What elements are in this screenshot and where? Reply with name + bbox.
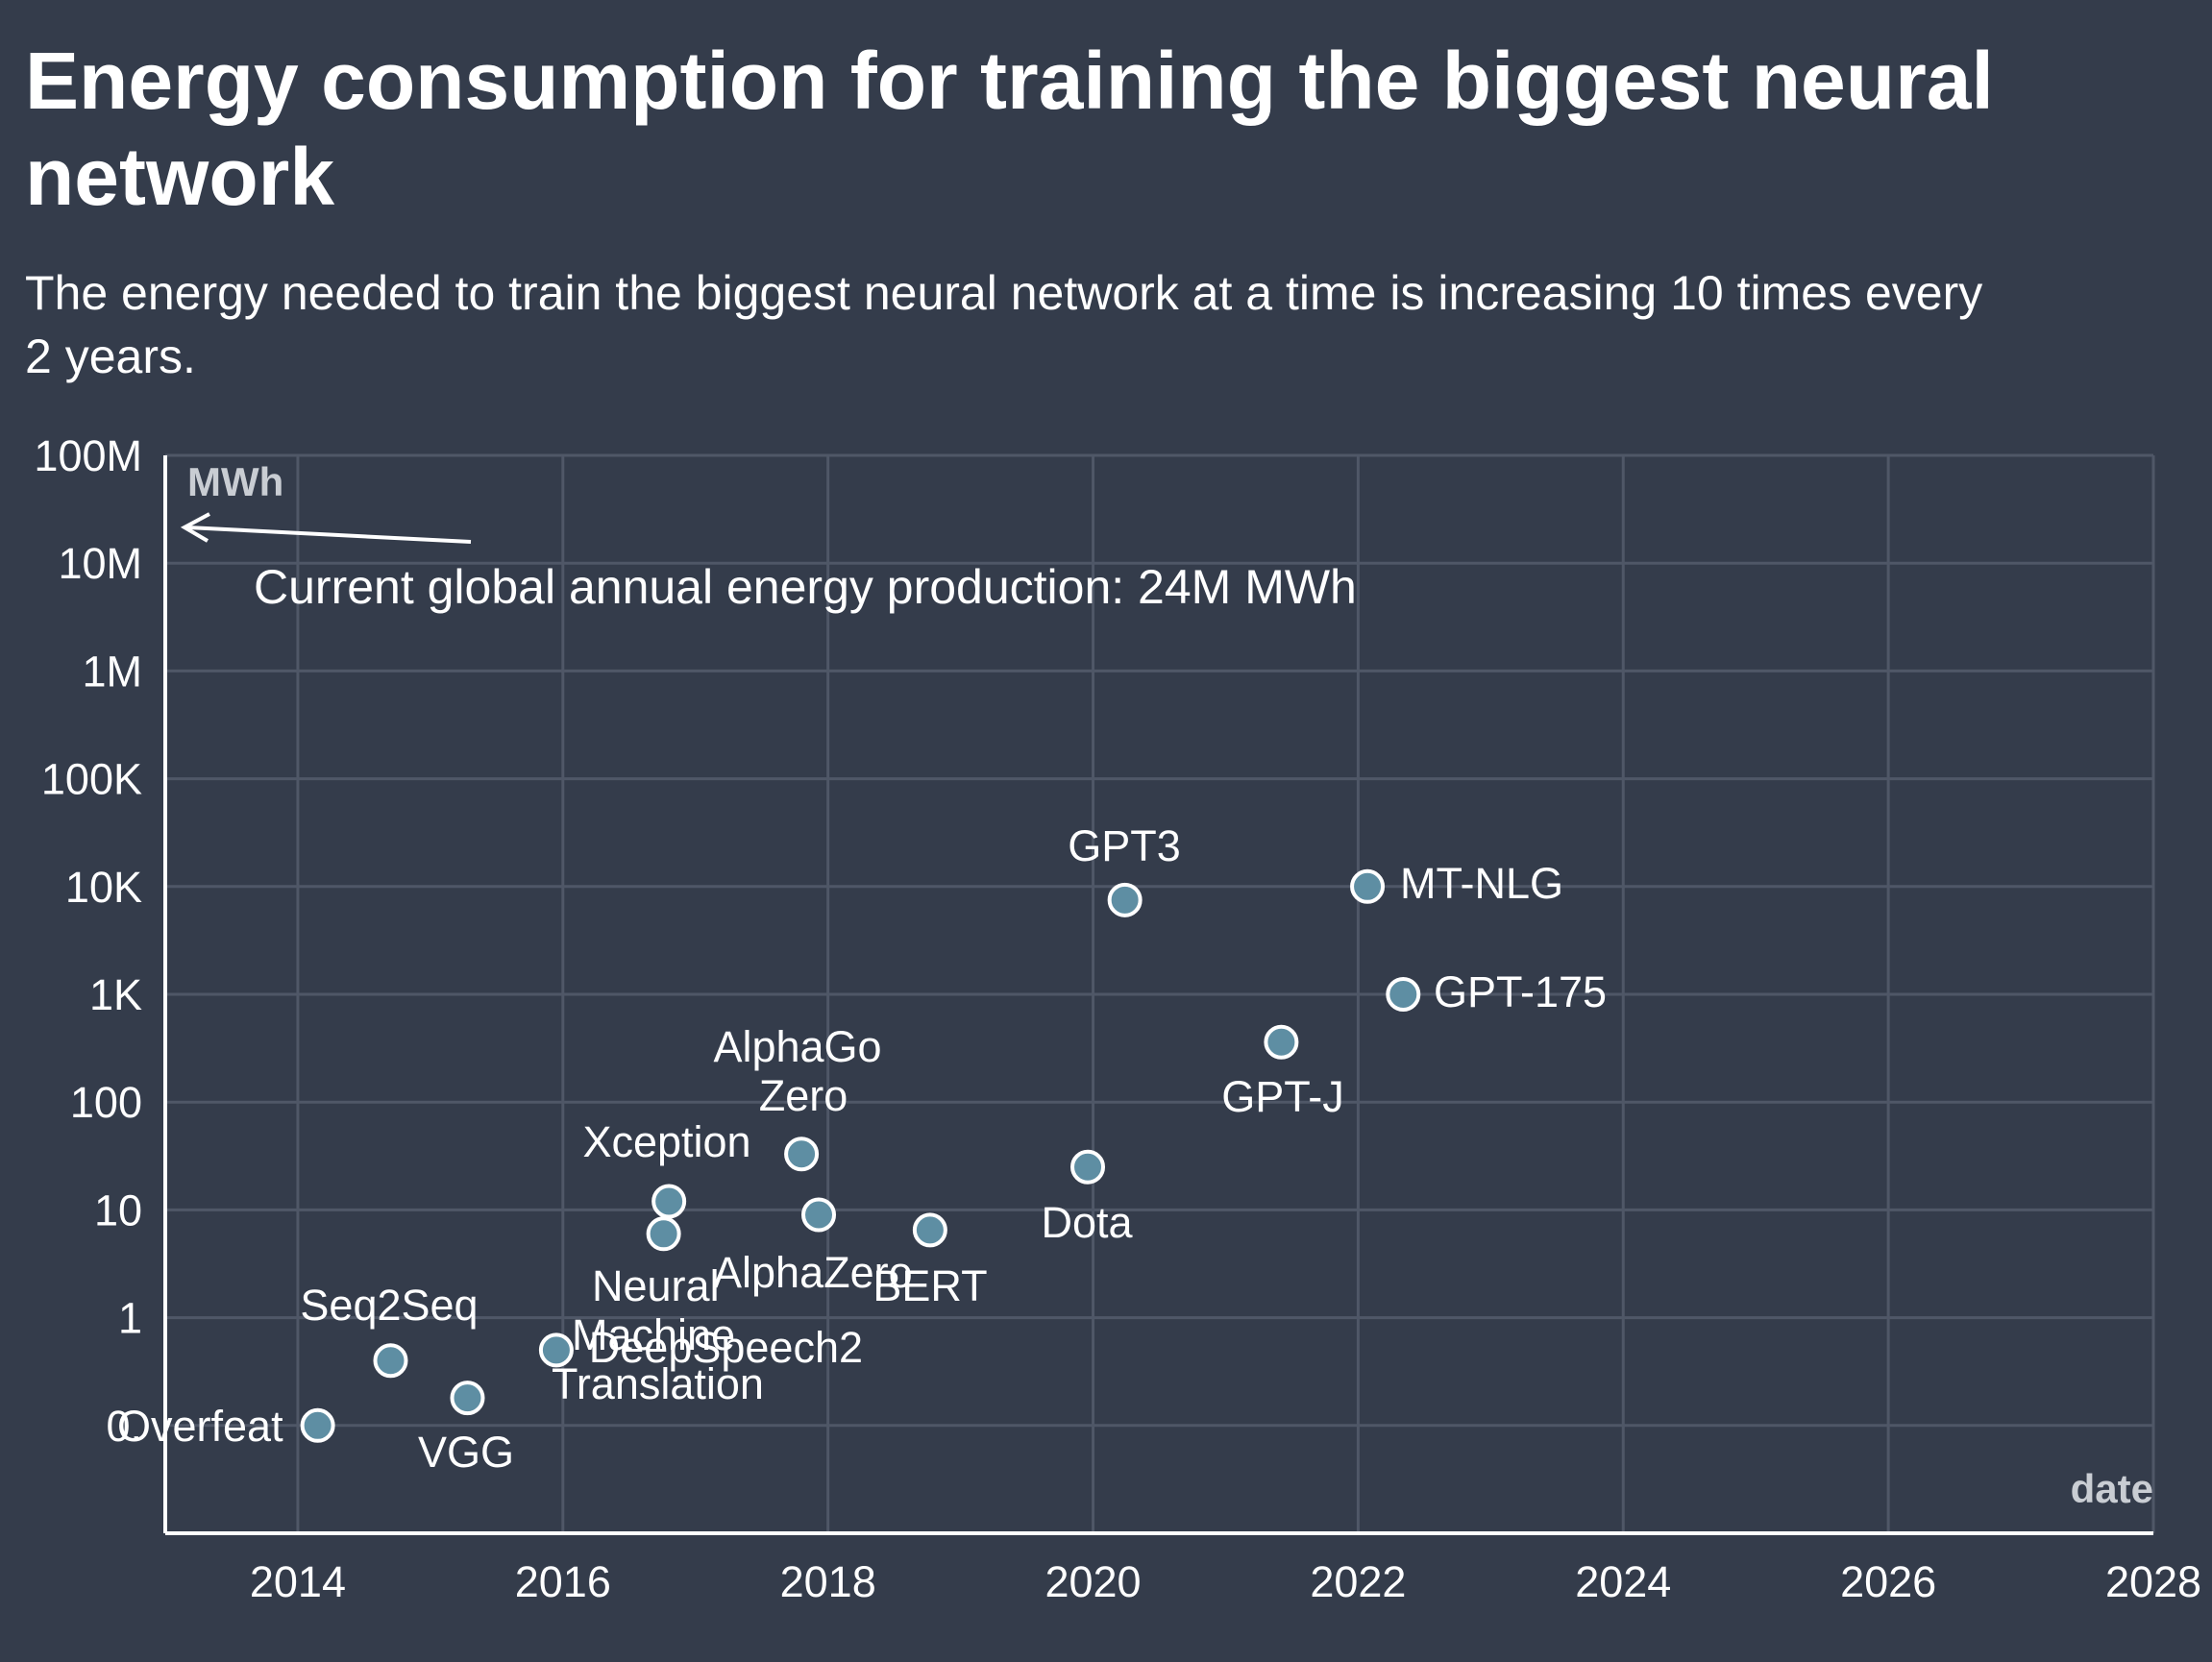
y-tick-label: 100M <box>34 431 142 480</box>
x-axis-title: date <box>2071 1466 2153 1511</box>
data-point <box>801 1197 837 1233</box>
chart-subtitle-line2: 2 years. <box>25 330 196 383</box>
point-label-nmt-line3: Translation <box>552 1359 764 1408</box>
data-point <box>373 1343 408 1379</box>
point-label-xception: Xception <box>582 1117 750 1166</box>
tick-labels: 0. 1 10 100 1K 10K 100K 1M 10M 100M 2014 2016 2018 20… <box>34 431 2201 1606</box>
point-label-alphago-line2: Zero <box>759 1071 848 1120</box>
data-point <box>646 1216 681 1252</box>
point-label-mtnlg: MT-NLG <box>1400 859 1563 908</box>
x-tick-label: 2016 <box>515 1557 611 1606</box>
point-labels: Overfeat Seq2Seq VGG DeepSpeech2 Xceptio… <box>117 821 1607 1477</box>
y-tick-label: 0. <box>106 1402 142 1451</box>
point-label-bert: BERT <box>873 1261 987 1310</box>
data-point <box>1070 1149 1106 1185</box>
point-label-nmt-line1: Neural <box>592 1261 720 1310</box>
y-axis-title: MWh <box>187 459 283 504</box>
point-label-alphago-line1: AlphaGo <box>713 1022 881 1071</box>
data-point <box>1350 868 1386 904</box>
chart-title-line2: network <box>25 132 334 222</box>
y-tick-label: 10M <box>58 539 142 588</box>
grid-lines <box>165 453 2155 1533</box>
x-tick-label: 2026 <box>1840 1557 1936 1606</box>
data-point <box>1264 1024 1299 1060</box>
x-tick-label: 2022 <box>1310 1557 1406 1606</box>
point-label-gpt175: GPT-175 <box>1434 967 1607 1016</box>
data-point <box>1107 882 1143 917</box>
annotation-arrow-line <box>186 525 472 544</box>
chart-title-line1: Energy consumption for training the bigg… <box>25 36 1994 126</box>
point-label-dota: Dota <box>1041 1198 1133 1247</box>
point-label-gptj: GPT-J <box>1221 1072 1344 1121</box>
point-label-overfeat: Overfeat <box>117 1402 283 1451</box>
y-tick-label: 100K <box>41 755 142 804</box>
point-label-alphazero: AlphaZero <box>713 1248 913 1297</box>
x-tick-label: 2014 <box>250 1557 346 1606</box>
point-label-seq2seq: Seq2Seq <box>300 1281 478 1330</box>
data-point <box>1386 977 1421 1012</box>
annotation-arrow-head <box>180 512 210 543</box>
y-tick-label: 1M <box>82 647 142 696</box>
y-tick-label: 1 <box>118 1294 142 1343</box>
data-point <box>651 1184 687 1219</box>
x-tick-label: 2018 <box>780 1557 876 1606</box>
y-tick-label: 100 <box>70 1078 142 1127</box>
y-tick-label: 1K <box>89 970 142 1019</box>
data-points <box>300 868 1421 1443</box>
point-label-gpt3: GPT3 <box>1068 821 1181 870</box>
point-label-deepspeech2: DeepSpeech2 <box>589 1323 863 1372</box>
x-tick-label: 2024 <box>1575 1557 1671 1606</box>
data-point <box>538 1332 574 1368</box>
point-label-vgg: VGG <box>418 1428 514 1477</box>
annotation-text: Current global annual energy production:… <box>254 560 1357 614</box>
x-tick-label: 2028 <box>2105 1557 2201 1606</box>
point-label-nmt-line2: Machine <box>572 1310 735 1359</box>
data-point <box>784 1137 820 1172</box>
chart-subtitle-line1: The energy needed to train the biggest n… <box>25 266 1982 320</box>
data-point <box>450 1381 485 1416</box>
data-point <box>912 1212 947 1248</box>
y-tick-label: 10K <box>65 863 142 912</box>
y-tick-label: 10 <box>94 1185 142 1234</box>
x-tick-label: 2020 <box>1045 1557 1141 1606</box>
data-point <box>300 1407 335 1443</box>
annotation: Current global annual energy production:… <box>180 512 1357 614</box>
axes <box>163 455 2153 1535</box>
